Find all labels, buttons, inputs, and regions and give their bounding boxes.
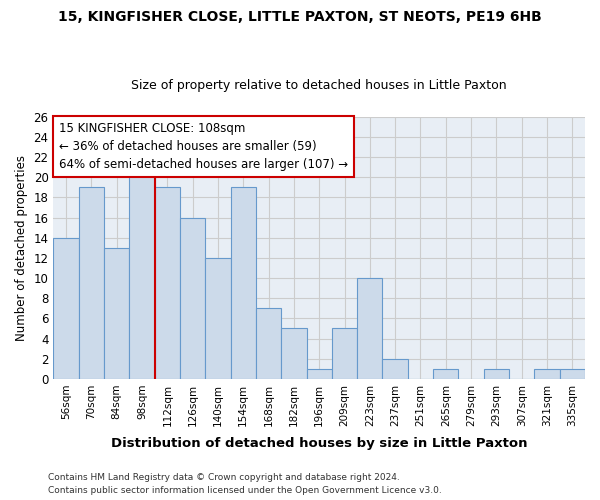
Bar <box>535 369 560 379</box>
Bar <box>79 188 104 379</box>
Bar <box>104 248 130 379</box>
Bar <box>180 218 205 379</box>
X-axis label: Distribution of detached houses by size in Little Paxton: Distribution of detached houses by size … <box>111 437 527 450</box>
Bar <box>256 308 281 379</box>
Bar <box>205 258 230 379</box>
Bar <box>130 157 155 379</box>
Bar <box>357 278 382 379</box>
Text: 15 KINGFISHER CLOSE: 108sqm
← 36% of detached houses are smaller (59)
64% of sem: 15 KINGFISHER CLOSE: 108sqm ← 36% of det… <box>59 122 348 171</box>
Bar <box>307 369 332 379</box>
Bar <box>484 369 509 379</box>
Bar <box>433 369 458 379</box>
Bar <box>230 188 256 379</box>
Bar <box>382 358 408 379</box>
Title: Size of property relative to detached houses in Little Paxton: Size of property relative to detached ho… <box>131 79 507 92</box>
Text: 15, KINGFISHER CLOSE, LITTLE PAXTON, ST NEOTS, PE19 6HB: 15, KINGFISHER CLOSE, LITTLE PAXTON, ST … <box>58 10 542 24</box>
Y-axis label: Number of detached properties: Number of detached properties <box>15 155 28 341</box>
Text: Contains HM Land Registry data © Crown copyright and database right 2024.
Contai: Contains HM Land Registry data © Crown c… <box>48 474 442 495</box>
Bar <box>332 328 357 379</box>
Bar <box>281 328 307 379</box>
Bar <box>155 188 180 379</box>
Bar <box>53 238 79 379</box>
Bar <box>560 369 585 379</box>
